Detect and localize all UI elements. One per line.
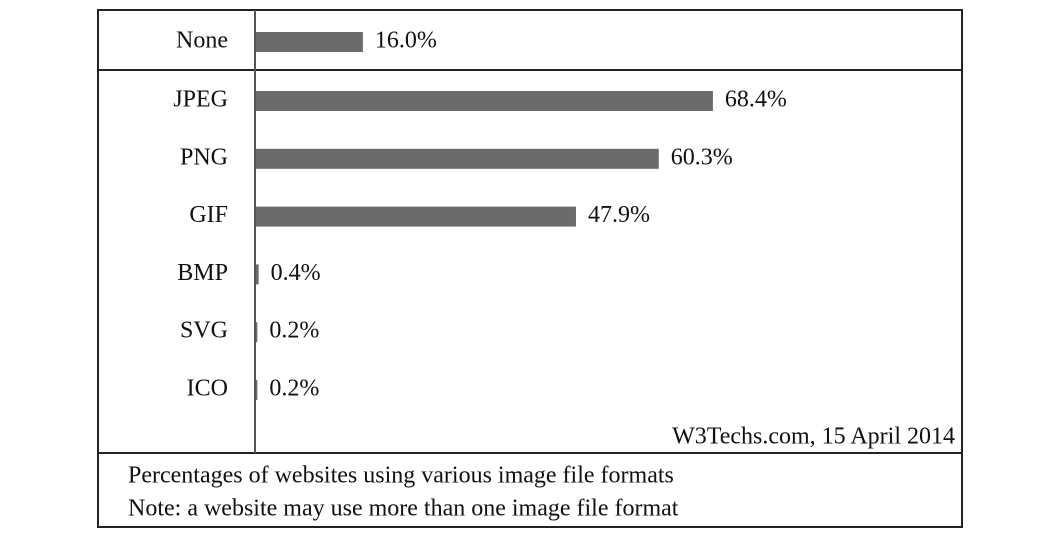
value-label: 0.2% [269,318,319,344]
bar [256,32,363,52]
bar [256,91,713,111]
value-label: 0.2% [269,376,319,402]
value-label: 60.3% [671,144,733,170]
category-label: JPEG [173,87,228,113]
category-label: ICO [187,376,228,402]
category-label: BMP [177,260,228,286]
category-label: None [176,28,228,54]
value-label: 16.0% [375,28,437,54]
category-label: SVG [180,318,228,344]
category-label: PNG [180,144,228,170]
caption: Percentages of websites using various im… [128,463,674,489]
value-label: 68.4% [725,87,787,113]
bar [256,206,576,227]
source: W3Techs.com, 15 April 2014 [672,424,955,450]
value-label: 47.9% [588,202,650,228]
category-label: GIF [189,202,228,228]
chart-frame [97,9,963,528]
bar [256,322,258,343]
bar [256,148,659,169]
bar [256,264,259,285]
bar [256,380,258,400]
caption-note: Note: a website may use more than one im… [128,496,679,522]
value-label: 0.4% [271,260,321,286]
